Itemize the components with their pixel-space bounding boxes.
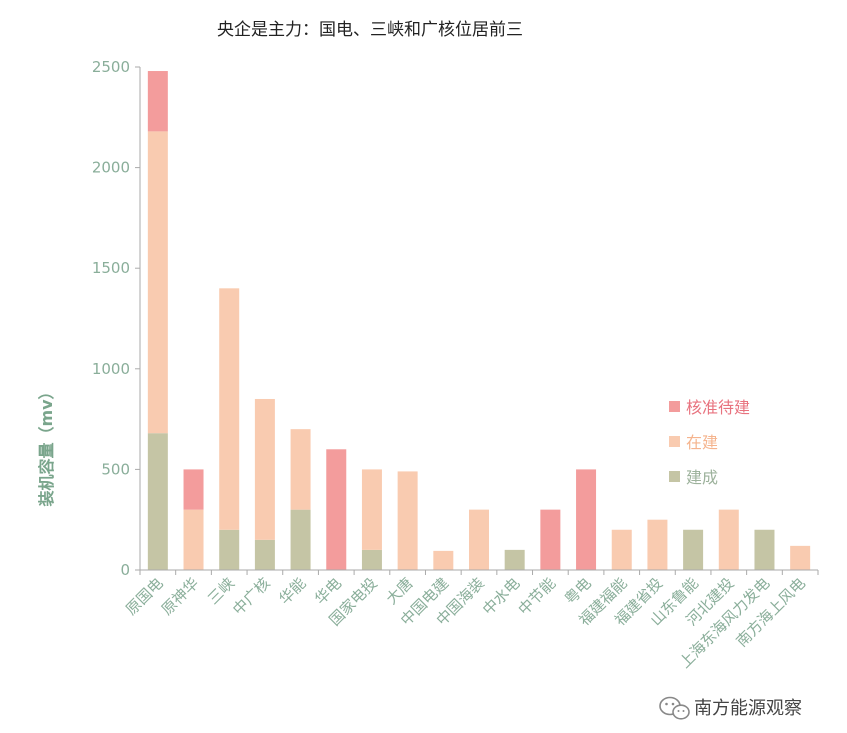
x-category-label: 原国电 — [122, 574, 167, 619]
bar-核准待建-华电 — [326, 449, 347, 570]
bar-核准待建-原国电 — [147, 71, 168, 132]
legend-swatch — [669, 401, 680, 412]
bar-在建-中国电建 — [433, 550, 454, 570]
bar-在建-中广核 — [254, 398, 275, 540]
chart-title: 央企是主力：国电、三峡和广核位居前三 — [217, 20, 523, 40]
bar-建成-三峡 — [219, 529, 240, 570]
x-category-label: 华能 — [275, 574, 309, 608]
bar-在建-原国电 — [147, 131, 168, 434]
x-category-label: 中广核 — [229, 574, 274, 619]
bars — [147, 71, 811, 570]
y-tick-label: 2000 — [92, 159, 130, 177]
watermark: 南方能源观察 — [659, 696, 802, 720]
bar-在建-福建省投 — [647, 519, 668, 570]
x-category-label: 中节能 — [515, 574, 560, 619]
bar-建成-中广核 — [254, 539, 275, 570]
bar-在建-华能 — [290, 429, 311, 510]
bar-在建-福建福能 — [611, 529, 632, 570]
y-tick-label: 0 — [120, 561, 130, 579]
y-axis-label: 装机容量（mv） — [37, 383, 56, 507]
bar-核准待建-中节能 — [540, 509, 561, 570]
bar-在建-中国海装 — [469, 509, 489, 570]
x-category-label: 中水电 — [479, 574, 524, 619]
bar-建成-中水电 — [504, 549, 525, 570]
bar-在建-国家电投 — [361, 469, 382, 550]
y-tick-label: 2500 — [92, 58, 130, 76]
bar-建成-原国电 — [147, 433, 168, 570]
bar-建成-山东鲁能 — [683, 529, 704, 570]
bar-在建-原神华 — [183, 509, 204, 570]
bar-核准待建-原神华 — [183, 469, 204, 510]
legend-label: 在建 — [686, 433, 718, 452]
legend-swatch — [669, 436, 680, 447]
legend-label: 核准待建 — [686, 398, 750, 417]
x-category-label: 原神华 — [158, 574, 203, 619]
wechat-icon — [659, 696, 690, 720]
watermark-text: 南方能源观察 — [694, 698, 802, 719]
bar-在建-河北建投 — [718, 509, 739, 570]
bar-建成-国家电投 — [361, 549, 382, 570]
y-tick-label: 1500 — [92, 259, 130, 277]
bar-在建-南方海上风电 — [790, 545, 811, 570]
bar-在建-三峡 — [219, 288, 240, 530]
y-axis: 0 500 1000 1500 2000 2500 — [92, 58, 141, 579]
bar-建成-上海东海风力发电 — [754, 529, 775, 570]
bar-建成-华能 — [290, 509, 311, 570]
y-tick-label: 1000 — [92, 360, 130, 378]
y-tick-label: 500 — [101, 460, 130, 478]
legend-swatch — [669, 471, 680, 482]
bar-在建-大唐 — [397, 471, 418, 570]
bar-核准待建-粤电 — [576, 469, 597, 570]
legend-label: 建成 — [686, 468, 718, 487]
